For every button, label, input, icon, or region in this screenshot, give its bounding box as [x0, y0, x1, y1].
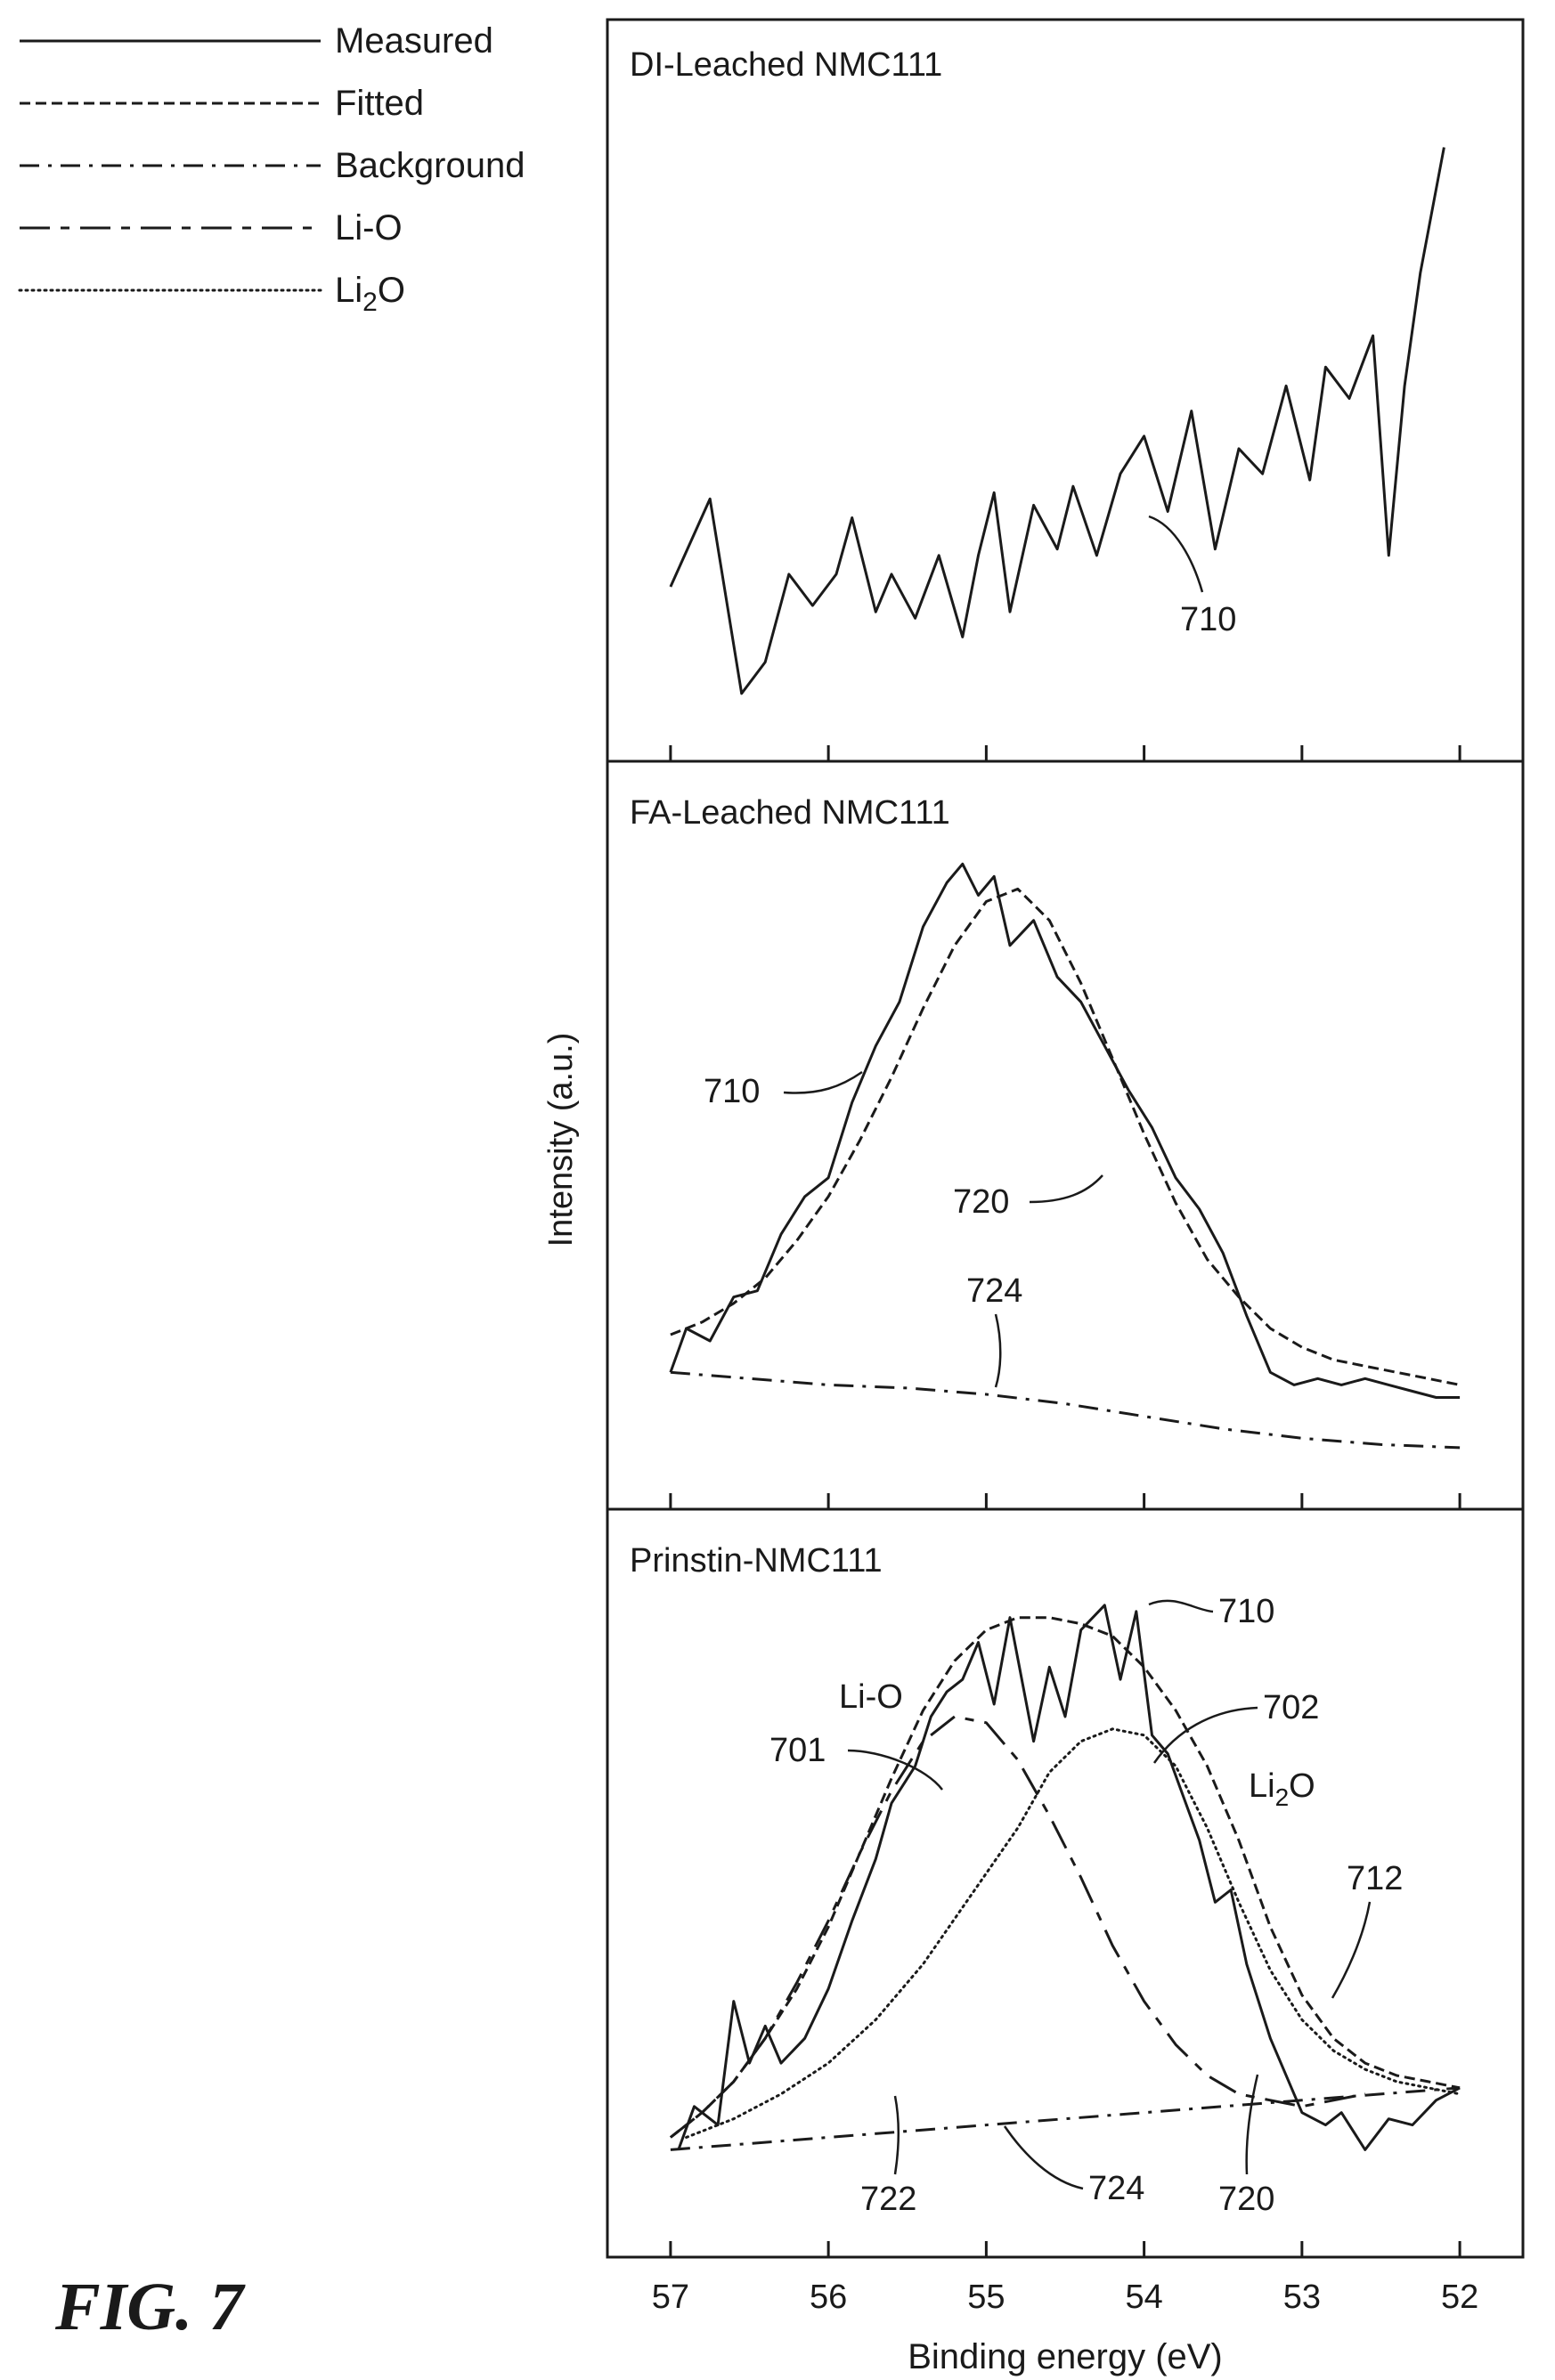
annotation-label: 702: [1263, 1689, 1319, 1726]
annotation-pristine-724: 724: [1003, 2125, 1144, 2207]
x-tick-label: 53: [1283, 2278, 1321, 2316]
legend-label-4: Li-O: [335, 208, 403, 248]
annotation-di-710: 710: [1148, 515, 1236, 638]
panel-frame-fa: [606, 759, 1525, 1511]
annotation-label: 724: [1088, 2170, 1144, 2207]
panel-frame-di: [606, 18, 1525, 763]
legend-label-1: Measured: [335, 21, 493, 61]
annotation-label: 712: [1347, 1860, 1403, 1897]
panel-frame-pristine: [606, 1507, 1525, 2259]
legend-label-2: Fitted: [335, 84, 424, 123]
series-line-fitted: [670, 887, 1461, 1386]
x-tick-label: 56: [810, 2278, 847, 2316]
series-line-background: [670, 1370, 1461, 1450]
x-tick-label: 54: [1125, 2278, 1162, 2316]
annotation-label: 720: [953, 1183, 1009, 1221]
series-line-li-o: [669, 1715, 1366, 2139]
annotation-fa-720: 720: [953, 1174, 1103, 1221]
x-tick-label: 55: [967, 2278, 1005, 2316]
x-axis-label: Binding energy (eV): [908, 2337, 1223, 2376]
series-line-fitted: [669, 1616, 1461, 2139]
annotation-pristine-720: 720: [1218, 2074, 1274, 2218]
annotation-pristine-701: 701: [769, 1732, 943, 1791]
x-tick-label: 57: [652, 2278, 689, 2316]
legend-label-3: Background: [335, 146, 525, 185]
annotation-pristine-702: 702: [1152, 1689, 1319, 1764]
annotation-pristine-722: 722: [860, 2095, 916, 2218]
legend: Measured Fitted Background Li-O Li2O: [18, 21, 525, 317]
annotation-fa-724: 724: [966, 1272, 1022, 1388]
annotation-label: 701: [769, 1732, 826, 1769]
plot-di: [669, 147, 1445, 695]
plot-pristine: [669, 1604, 1461, 2151]
panel-title-di: DI-Leached NMC111: [630, 46, 942, 84]
annotation-label: 710: [1218, 1593, 1274, 1630]
panel-title-pristine: Prinstin-NMC111: [630, 1542, 883, 1580]
series-line-background: [670, 2086, 1461, 2151]
annotation-fa-710: 710: [704, 1070, 863, 1110]
annotation-pristine-712: 712: [1331, 1860, 1403, 1999]
series-line-measured: [669, 147, 1445, 695]
series-line-measured: [669, 862, 1461, 1399]
x-tick-label: 52: [1441, 2278, 1478, 2316]
annotation-label: 720: [1218, 2181, 1274, 2218]
annotation-label: 710: [704, 1073, 760, 1110]
series-line-measured: [677, 1604, 1461, 2151]
annotation-pristine-li-o: Li-O: [839, 1678, 903, 1716]
annotation-label: 710: [1180, 601, 1236, 638]
plot-fa: [669, 862, 1461, 1450]
legend-label-5: Li2O: [335, 271, 405, 317]
panel-title-fa: FA-Leached NMC111: [630, 794, 950, 832]
figure-label: FIG. 7: [54, 2270, 246, 2344]
annotation-label: 724: [966, 1272, 1022, 1310]
series-line-li2o: [685, 1727, 1461, 2139]
annotation-label: 722: [860, 2181, 916, 2218]
y-axis-label: Intensity (a.u.): [542, 1033, 580, 1247]
annotation-pristine-li2o: Li2O: [1249, 1767, 1315, 1811]
annotation-pristine-710: 710: [1148, 1593, 1274, 1630]
x-ticks: 57 56 55 54 53 52: [652, 745, 1478, 2316]
